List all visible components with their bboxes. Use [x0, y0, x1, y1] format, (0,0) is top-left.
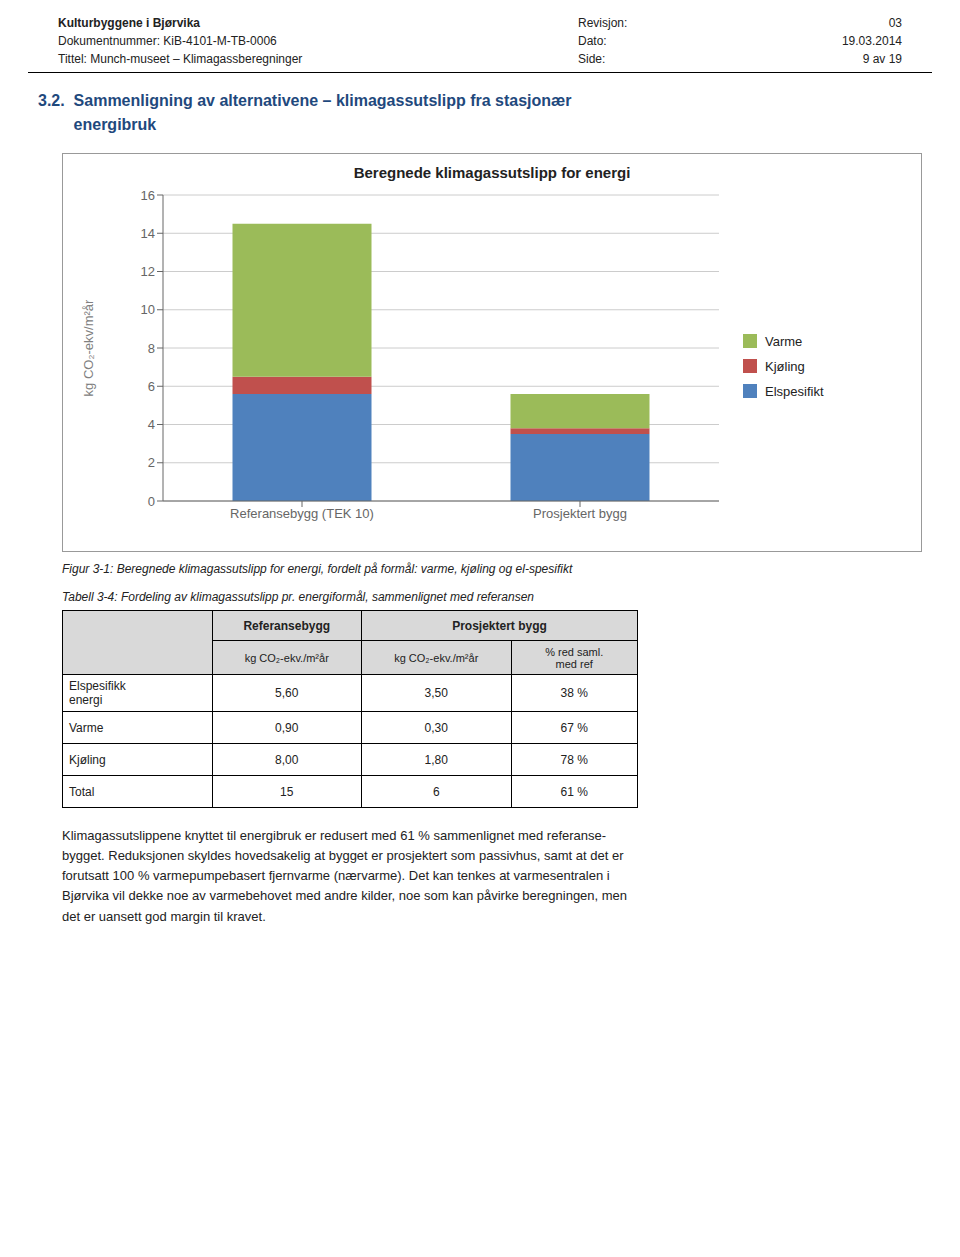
- svg-text:Referansebygg (TEK 10): Referansebygg (TEK 10): [230, 506, 374, 521]
- html-text:67 %: 67 %: [560, 720, 588, 735]
- svg-text:0: 0: [148, 494, 155, 509]
- html-text:Total: Total: [69, 784, 95, 799]
- html-text:78 %: 78 %: [560, 752, 588, 767]
- html-text:1,80: 1,80: [424, 752, 448, 767]
- html-text:Figur 3-1: Beregnede klimagass: Figur 3-1: Beregnede klimagassutslipp fo…: [62, 562, 573, 576]
- svg-text:kg CO₂-ekv/m²år: kg CO₂-ekv/m²år: [81, 299, 96, 396]
- html-text:Dokumentnummer: KiB-4101-M-TB-: Dokumentnummer: KiB-4101-M-TB-0006: [58, 34, 277, 48]
- svg-text:6: 6: [148, 379, 155, 394]
- svg-text:Prosjektert bygg: Prosjektert bygg: [533, 506, 627, 521]
- html-text:Kjøling: Kjøling: [69, 752, 106, 767]
- html-text:Dato:: Dato:: [578, 34, 607, 48]
- svg-text:12: 12: [141, 264, 155, 279]
- html-text:Elspesifikk energi: Elspesifikk energi: [69, 679, 126, 707]
- html-text:03: 03: [888, 16, 902, 30]
- html-text:Tabell 3-4: Fordeling av klima: Tabell 3-4: Fordeling av klimagassutslip…: [62, 590, 534, 604]
- html-text:3.2. Sammenligning av alternat: 3.2. Sammenligning av alternativene – kl…: [38, 92, 572, 109]
- html-text:3,50: 3,50: [424, 686, 448, 700]
- html-text:Kjøling: Kjøling: [765, 358, 805, 374]
- html-text:Varme: Varme: [765, 333, 803, 349]
- html-text:38 %: 38 %: [560, 686, 588, 700]
- html-text:kg CO₂-ekv./m²år: kg CO₂-ekv./m²år: [244, 651, 329, 664]
- html-text:kg CO₂-ekv./m²år: kg CO₂-ekv./m²år: [394, 651, 479, 664]
- html-text:8,00: 8,00: [275, 752, 299, 767]
- html-text:15: 15: [280, 784, 294, 799]
- html-text:61 %: 61 %: [560, 784, 588, 799]
- html-text:Kulturbyggene i Bjørvika: Kulturbyggene i Bjørvika: [58, 16, 200, 30]
- html-text:5,60: 5,60: [275, 686, 299, 700]
- svg-text:14: 14: [141, 226, 155, 241]
- html-text:9 av 19: 9 av 19: [862, 52, 902, 66]
- svg-text:2: 2: [148, 455, 155, 470]
- html-text:Elspesifikt: Elspesifikt: [765, 383, 824, 399]
- svg-text:10: 10: [141, 302, 155, 317]
- html-text:Beregnede klimagassutslipp for: Beregnede klimagassutslipp for energi: [353, 164, 631, 181]
- html-text:Klimagassutslippene knyttet ti: Klimagassutslippene knyttet til energibr…: [62, 828, 628, 924]
- html-text:energibruk: energibruk: [38, 116, 157, 133]
- svg-text:8: 8: [148, 341, 155, 356]
- html-text:Prosjektert bygg: Prosjektert bygg: [452, 618, 547, 633]
- html-text:Varme: Varme: [69, 720, 104, 735]
- html-text:Side:: Side:: [578, 52, 606, 66]
- html-text:% red saml. med ref: % red saml. med ref: [545, 645, 604, 670]
- svg-text:16: 16: [141, 188, 155, 203]
- html-text:19.03.2014: 19.03.2014: [841, 34, 902, 48]
- svg-text:4: 4: [148, 417, 155, 432]
- html-text:Tittel: Munch-museet – Klimaga: Tittel: Munch-museet – Klimagassberegnin…: [58, 52, 303, 66]
- html-text:Revisjon:: Revisjon:: [578, 16, 628, 30]
- html-text:0,90: 0,90: [275, 720, 299, 735]
- html-text:Referansebygg: Referansebygg: [243, 618, 331, 633]
- html-text:0,30: 0,30: [424, 720, 448, 735]
- html-text:6: 6: [432, 784, 440, 799]
